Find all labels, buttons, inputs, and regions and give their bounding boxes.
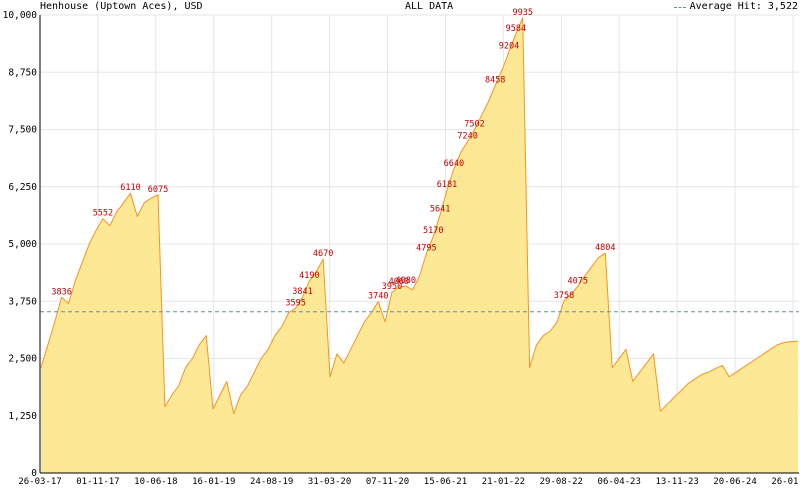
peak-label: 9584 bbox=[506, 24, 526, 34]
x-tick-label: 20-06-24 bbox=[713, 477, 756, 487]
y-tick-label: 10,000 bbox=[3, 10, 38, 21]
series-line bbox=[40, 17, 799, 414]
x-tick-label: 21-01-22 bbox=[482, 477, 525, 487]
peak-label: 4060 bbox=[389, 277, 409, 287]
x-tick-label: 01-11-17 bbox=[76, 477, 119, 487]
peak-label: 8458 bbox=[485, 76, 505, 86]
y-tick-label: 5,000 bbox=[8, 239, 37, 250]
chart-title: Henhouse (Uptown Aces), USD bbox=[40, 1, 203, 12]
legend-average-line-icon bbox=[673, 6, 686, 8]
y-tick-label: 1,250 bbox=[8, 411, 37, 422]
x-tick-label: 26-03-17 bbox=[18, 477, 61, 487]
peak-label: 5641 bbox=[430, 205, 450, 215]
legend-average-label: Average Hit: 3,522 bbox=[689, 1, 798, 12]
peak-label: 7240 bbox=[457, 131, 477, 141]
peak-label: 4190 bbox=[299, 271, 319, 281]
peak-label: 4080 bbox=[395, 276, 415, 286]
peak-label: 3595 bbox=[285, 298, 305, 308]
peak-label: 3836 bbox=[51, 287, 71, 297]
x-tick-label: 31-03-20 bbox=[308, 477, 351, 487]
peak-label: 5170 bbox=[423, 226, 443, 236]
x-tick-label: 13-11-23 bbox=[655, 477, 698, 487]
y-tick-label: 7,500 bbox=[8, 125, 37, 136]
peak-label: 6110 bbox=[120, 183, 140, 193]
peak-label: 5552 bbox=[93, 209, 113, 219]
y-tick-label: 0 bbox=[31, 468, 37, 479]
y-tick-label: 2,500 bbox=[8, 354, 37, 365]
x-tick-label: 16-01-19 bbox=[192, 477, 235, 487]
peak-label: 4795 bbox=[416, 243, 436, 253]
peak-label: 3758 bbox=[554, 291, 574, 301]
peak-label: 4075 bbox=[568, 276, 588, 286]
peak-label: 3950 bbox=[382, 282, 402, 292]
legend: Average Hit: 3,522 bbox=[673, 1, 798, 13]
peak-label: 4804 bbox=[595, 243, 615, 253]
peak-label: 6640 bbox=[444, 159, 464, 169]
x-tick-label: 29-08-22 bbox=[540, 477, 583, 487]
x-tick-label: 15-06-21 bbox=[424, 477, 467, 487]
y-tick-label: 3,750 bbox=[8, 296, 37, 307]
x-tick-label: 07-11-20 bbox=[366, 477, 409, 487]
peak-label: 3841 bbox=[292, 287, 312, 297]
x-tick-label: 10-06-18 bbox=[134, 477, 177, 487]
peak-label: 4670 bbox=[313, 249, 333, 259]
peak-label: 6075 bbox=[148, 185, 168, 195]
x-tick-label: 06-04-23 bbox=[598, 477, 641, 487]
series-area bbox=[41, 18, 798, 473]
x-tick-label: 26-01-25 bbox=[771, 477, 800, 487]
peak-label: 6181 bbox=[437, 180, 457, 190]
y-tick-label: 8,750 bbox=[8, 67, 37, 78]
range-label: ALL DATA bbox=[405, 1, 454, 12]
peak-label: 9935 bbox=[512, 8, 532, 18]
peak-label: 7502 bbox=[464, 119, 484, 129]
x-tick-label: 24-08-19 bbox=[250, 477, 293, 487]
peak-label: 3740 bbox=[368, 292, 388, 302]
y-tick-label: 6,250 bbox=[8, 182, 37, 193]
peak-label: 9204 bbox=[499, 41, 519, 51]
